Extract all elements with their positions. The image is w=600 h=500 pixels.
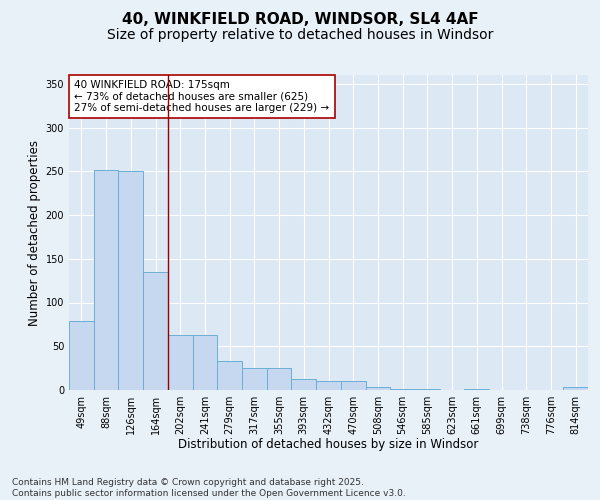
Bar bbox=[217, 361, 242, 390]
Bar bbox=[390, 389, 415, 390]
Bar bbox=[94, 170, 118, 390]
Bar bbox=[464, 389, 489, 390]
X-axis label: Distribution of detached houses by size in Windsor: Distribution of detached houses by size … bbox=[178, 438, 479, 452]
Bar bbox=[365, 388, 390, 390]
Bar bbox=[563, 388, 588, 390]
Bar bbox=[118, 171, 143, 390]
Bar bbox=[341, 381, 365, 390]
Text: 40, WINKFIELD ROAD, WINDSOR, SL4 4AF: 40, WINKFIELD ROAD, WINDSOR, SL4 4AF bbox=[122, 12, 478, 28]
Text: Size of property relative to detached houses in Windsor: Size of property relative to detached ho… bbox=[107, 28, 493, 42]
Text: 40 WINKFIELD ROAD: 175sqm
← 73% of detached houses are smaller (625)
27% of semi: 40 WINKFIELD ROAD: 175sqm ← 73% of detac… bbox=[74, 80, 329, 113]
Bar bbox=[143, 272, 168, 390]
Bar bbox=[168, 335, 193, 390]
Bar bbox=[292, 378, 316, 390]
Bar bbox=[242, 368, 267, 390]
Bar bbox=[193, 335, 217, 390]
Bar bbox=[316, 381, 341, 390]
Bar bbox=[69, 321, 94, 390]
Bar bbox=[267, 368, 292, 390]
Bar bbox=[415, 389, 440, 390]
Y-axis label: Number of detached properties: Number of detached properties bbox=[28, 140, 41, 326]
Text: Contains HM Land Registry data © Crown copyright and database right 2025.
Contai: Contains HM Land Registry data © Crown c… bbox=[12, 478, 406, 498]
